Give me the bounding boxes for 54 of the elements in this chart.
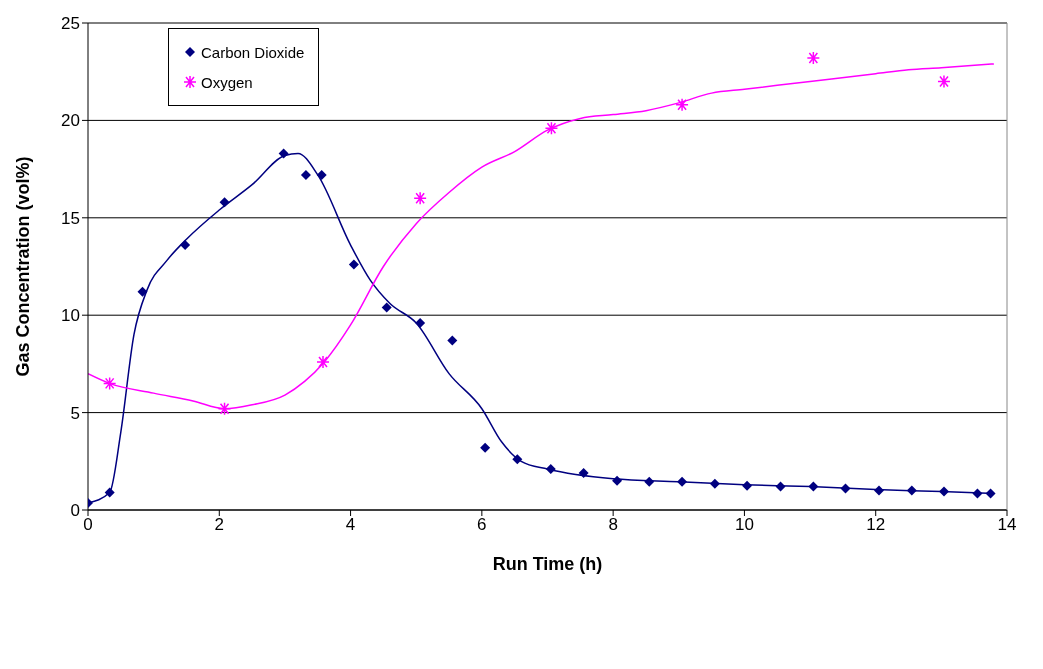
point [612,475,623,486]
x-tick-label: 4 [345,515,356,535]
point [300,169,311,180]
y-tick-label: 10 [61,306,80,326]
x-tick-label: 10 [734,515,754,535]
point [644,476,655,487]
x-axis-title: Run Time (h) [492,554,603,574]
point [102,376,117,391]
point [775,481,786,492]
point [217,401,232,416]
point [742,480,753,491]
point [906,485,917,496]
point [677,476,688,487]
x-tick-label: 6 [477,515,487,535]
point [985,488,996,499]
point [348,259,359,270]
y-tick-label: 5 [70,403,80,423]
point [675,98,689,112]
point [512,454,523,465]
point [413,191,427,206]
legend-label: Oxygen [201,73,253,91]
y-tick-label: 0 [70,501,80,521]
point [180,240,191,251]
x-tick-label: 0 [83,515,93,535]
point [381,302,392,313]
point [806,51,821,65]
point [278,148,289,159]
point [937,74,951,89]
point [447,335,458,346]
point [415,317,426,328]
y-tick-label: 25 [61,14,80,34]
x-tick-label: 8 [608,515,618,535]
point [545,464,556,475]
point [316,169,327,180]
x-tick-label: 2 [214,515,225,535]
y-axis-title: Gas Concentration (vol%) [13,156,34,377]
y-tick-label: 20 [61,111,80,131]
point [840,483,851,494]
point [578,467,589,478]
legend-label: Carbon Dioxide [201,43,305,61]
point [938,486,949,497]
point [709,478,720,489]
point [544,121,559,135]
point [219,197,230,208]
point [104,487,115,498]
point [874,485,884,496]
point [137,286,148,297]
point [972,488,983,499]
point [480,442,491,453]
point [316,355,330,369]
y-tick-label: 15 [61,208,80,228]
point [808,481,819,492]
x-tick-label: 12 [866,515,886,535]
x-tick-label: 14 [997,515,1017,535]
